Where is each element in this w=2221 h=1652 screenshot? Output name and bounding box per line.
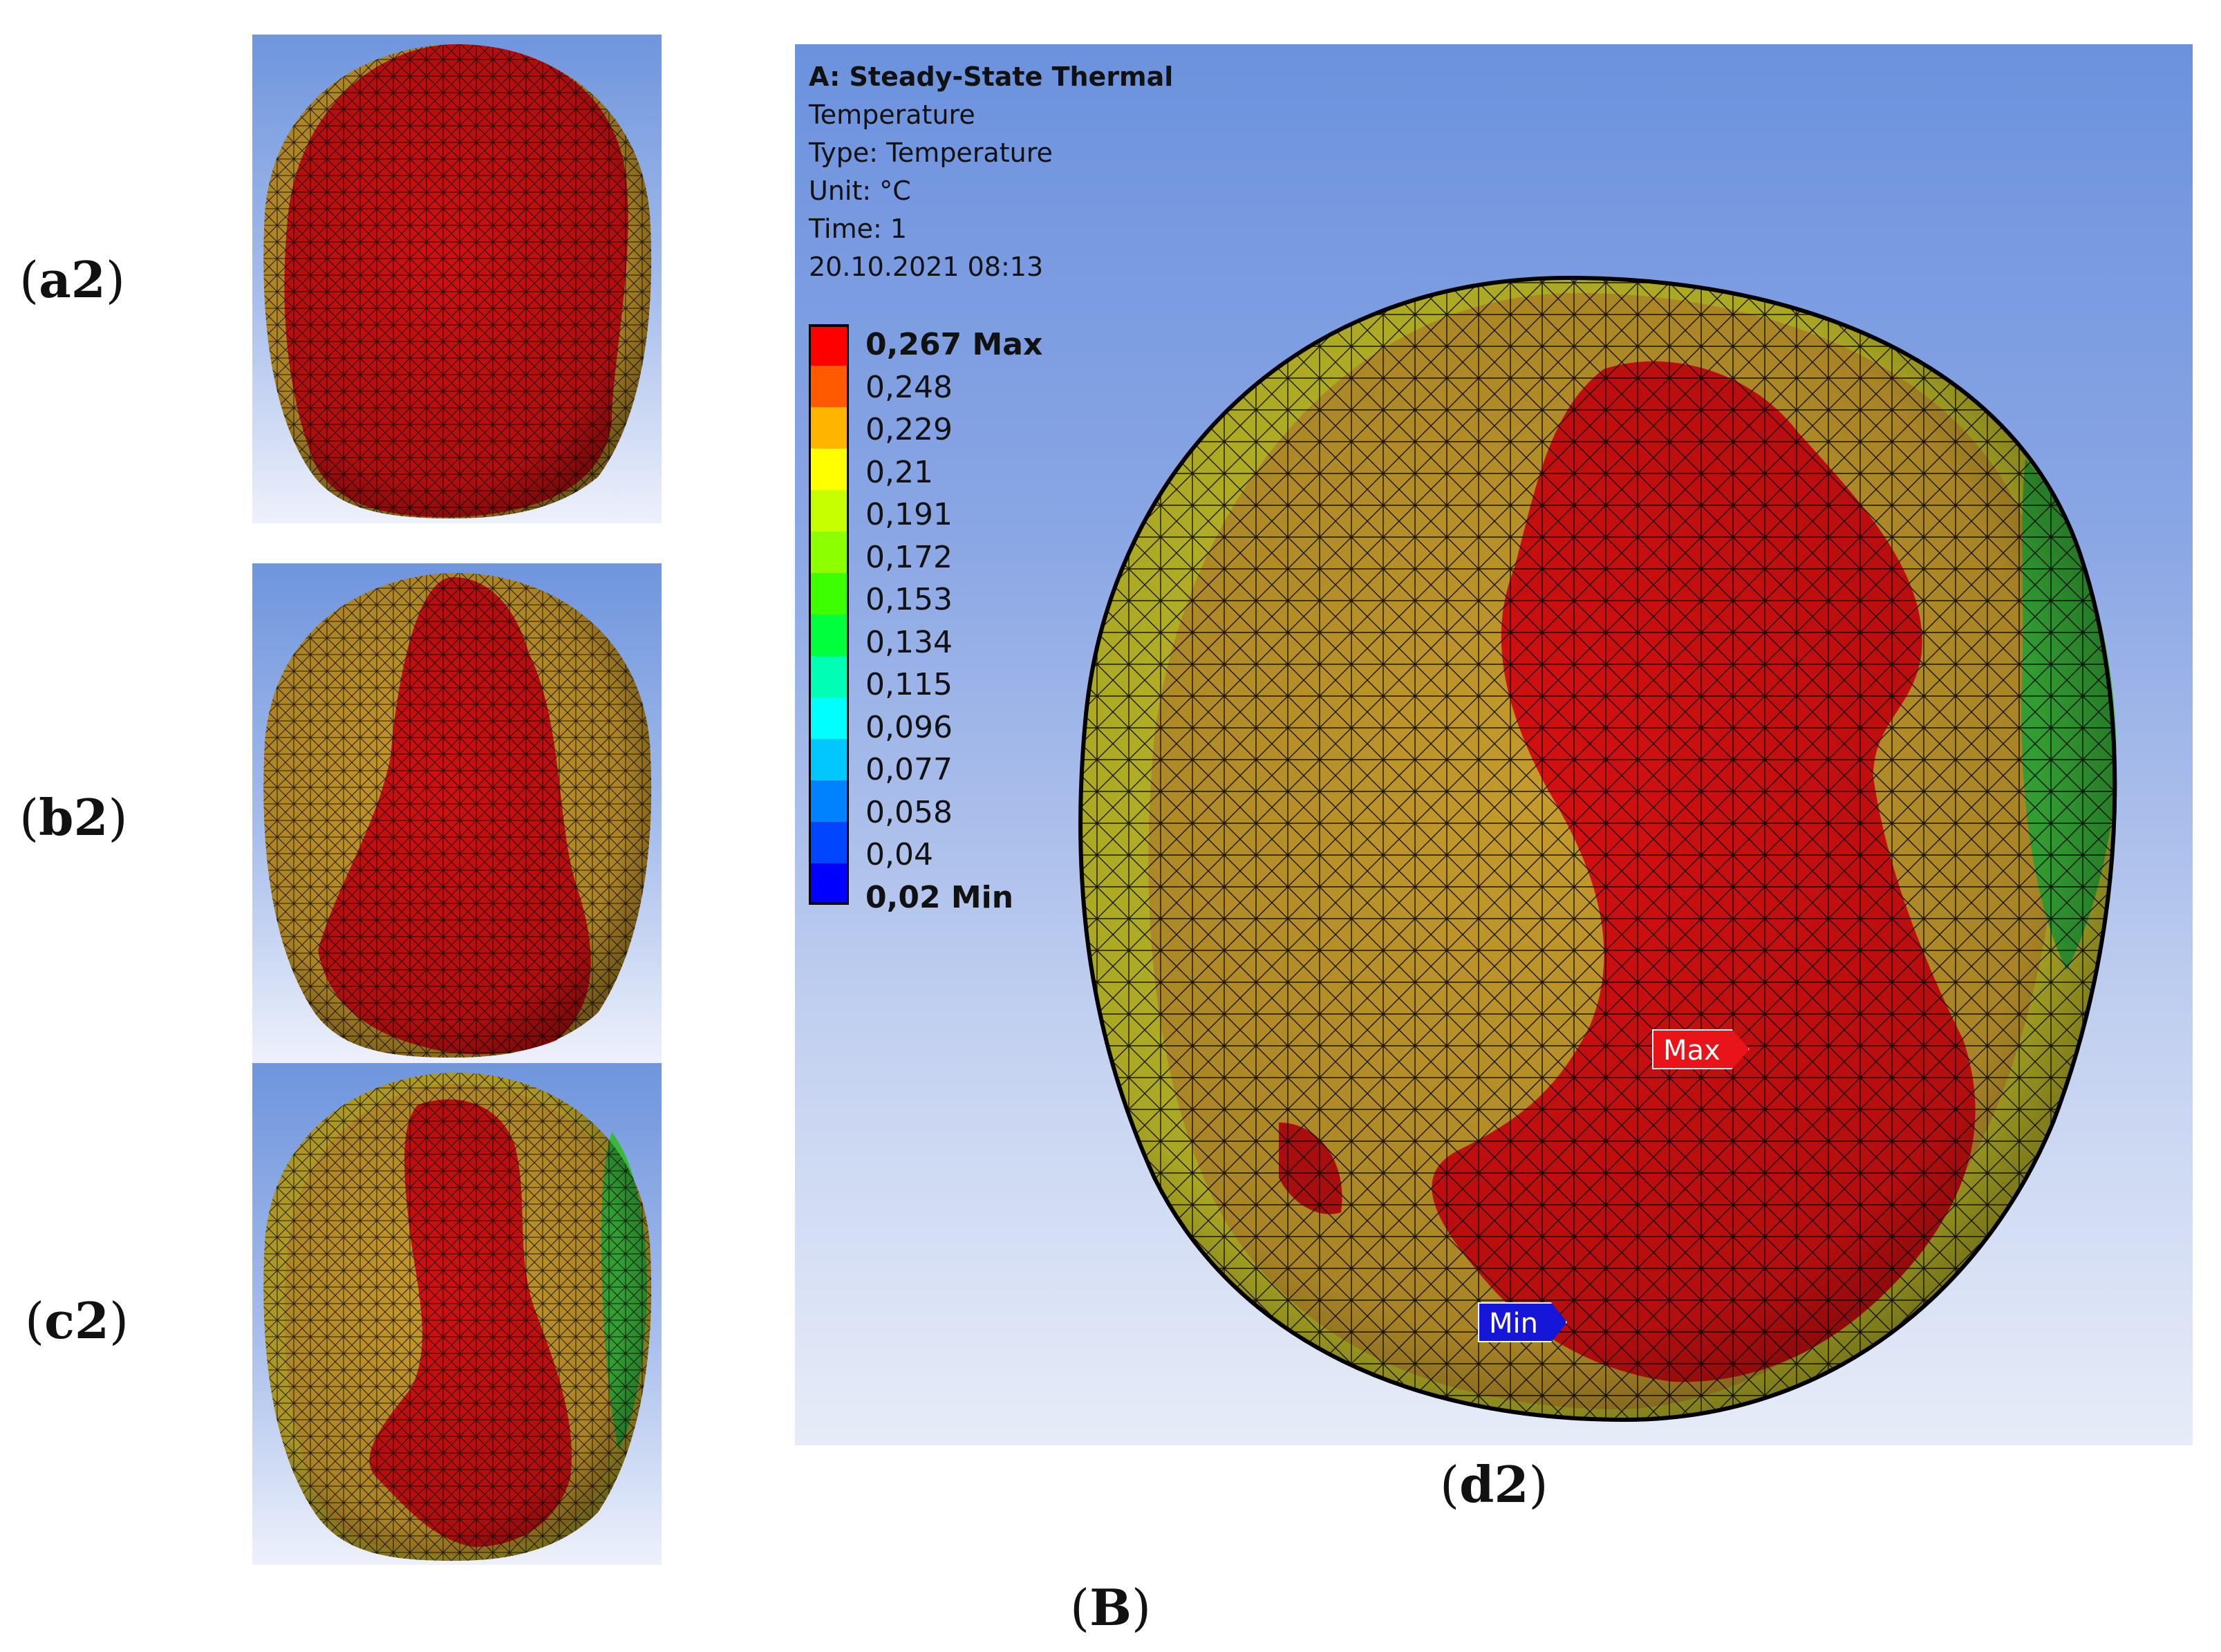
legend-swatch [809,532,849,573]
result-type: Type: Temperature [809,138,1053,168]
legend-value: 0,248 [865,369,953,405]
thumbnail-c2 [252,1063,662,1565]
legend-labels: 0,267 Max 0,248 0,229 0,21 0,191 0,172 0,153 0,… [865,324,1042,919]
legend-value: 0,153 [865,582,953,617]
legend-swatch [809,863,849,905]
result-unit: Unit: °C [809,176,911,206]
panel-label-b2: (b2) [19,788,128,847]
legend-swatch [809,407,849,449]
legend-value: 0,058 [865,794,953,830]
legend-swatch [809,573,849,614]
legend-value: 0,134 [865,624,953,660]
legend-value: 0,077 [865,752,953,787]
min-probe-tag[interactable]: Min [1478,1302,1567,1342]
panel-label-a2: (a2) [19,250,125,309]
legend-value: 0,04 [865,837,933,872]
model-d2 [1078,275,2117,1423]
figure-group-label: (B) [1070,1578,1152,1637]
legend-value: 0,096 [865,709,953,745]
result-time: Time: 1 [809,214,908,244]
legend-value: 0,115 [865,667,953,702]
legend-swatch [809,656,849,697]
thumbnail-b2 [252,563,662,1063]
legend-swatch [809,490,849,532]
legend-value: 0,172 [865,539,953,575]
legend-value: 0,191 [865,497,953,532]
legend-swatch [809,822,849,863]
model-a2 [263,44,652,518]
result-timestamp: 20.10.2021 08:13 [809,252,1044,282]
panel-label-c2: (c2) [25,1291,129,1350]
result-name: Temperature [809,100,975,130]
analysis-title: A: Steady-State Thermal [809,62,1174,92]
max-probe-tag[interactable]: Max [1652,1029,1750,1069]
model-c2 [263,1073,652,1561]
legend-swatch [809,324,849,366]
legend-swatch [809,449,849,490]
legend-swatch [809,739,849,780]
thermal-viewport-d2[interactable]: A: Steady-State Thermal Temperature Type… [795,44,2193,1445]
result-info: A: Steady-State Thermal Temperature Type… [809,58,1173,286]
legend-value: 0,02 Min [865,879,1014,915]
legend-swatches [809,324,849,905]
legend-value: 0,21 [865,454,933,490]
legend-swatch [809,366,849,407]
legend-swatch [809,780,849,822]
legend-value: 0,229 [865,412,953,447]
legend-value: 0,267 Max [865,327,1043,362]
model-b2 [263,573,652,1058]
legend-swatch [809,697,849,739]
thumbnail-a2 [252,35,662,523]
panel-label-d2: (d2) [1440,1455,1548,1514]
legend-swatch [809,614,849,656]
